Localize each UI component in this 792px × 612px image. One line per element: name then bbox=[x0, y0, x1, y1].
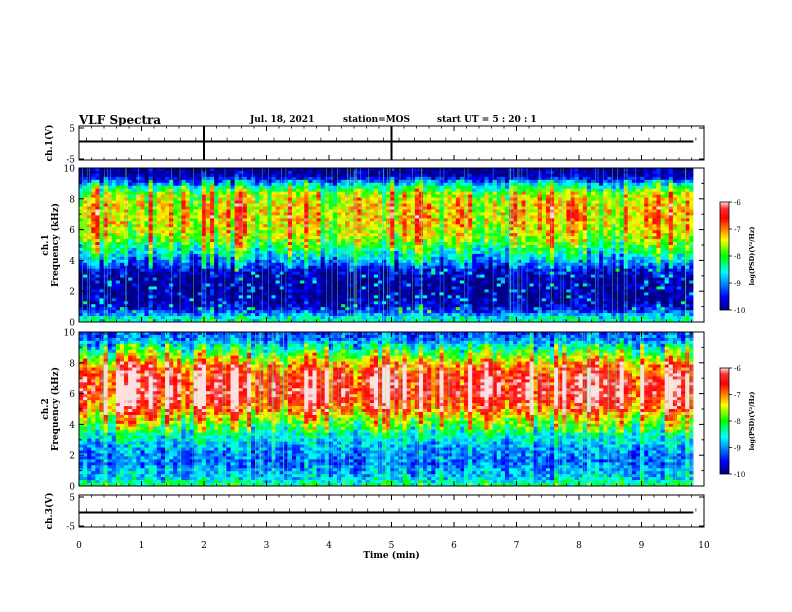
ch1-spectrogram-ytick-label: 8 bbox=[69, 195, 75, 205]
colorbar-tick-label: -9 bbox=[734, 280, 741, 288]
ch3-waveform-ytick-label: 5 bbox=[69, 494, 75, 504]
ch1-spectrogram-ytick-label: 10 bbox=[64, 165, 76, 175]
colorbar-tick-label: -8 bbox=[734, 418, 741, 426]
ch1-waveform-ytick-label: 5 bbox=[69, 125, 75, 135]
ch1-spectrogram-ylabel: Frequency (kHz) bbox=[50, 203, 61, 287]
chart-title: VLF Spectra bbox=[79, 113, 162, 127]
ch1-spectrogram-ytick-label: 4 bbox=[69, 257, 75, 267]
ch2-spectrogram-ytick-label: 8 bbox=[69, 359, 75, 369]
ch1-spectrogram-ylabel: ch.1 bbox=[41, 234, 51, 255]
header-station: station=MOS bbox=[343, 115, 411, 125]
colorbar-tick-label: -10 bbox=[734, 307, 745, 315]
ch2-spectrogram-ytick-label: 2 bbox=[69, 452, 75, 462]
xtick-label: 3 bbox=[264, 541, 270, 551]
colorbar-tick-label: -6 bbox=[734, 365, 741, 373]
ch2-spectrogram-ytick-label: 6 bbox=[69, 390, 75, 400]
xtick-label: 4 bbox=[326, 541, 332, 551]
colorbar-tick-label: -7 bbox=[734, 392, 741, 400]
ch2-spectrogram-ytick-label: 4 bbox=[69, 421, 75, 431]
header-start-time: start UT = 5 : 20 : 1 bbox=[437, 115, 537, 125]
spectrogram-ch1 bbox=[79, 168, 704, 323]
xtick-label: 7 bbox=[514, 541, 520, 551]
ch2-spectrogram-ytick-label: 10 bbox=[64, 329, 76, 339]
colorbar-ch2 bbox=[719, 367, 730, 475]
ch2-spectrogram-ylabel: Frequency (kHz) bbox=[50, 367, 61, 451]
spectrogram-ch2 bbox=[79, 332, 704, 487]
xtick-label: 9 bbox=[639, 541, 645, 551]
xtick-label: 0 bbox=[76, 541, 82, 551]
xtick-label: 2 bbox=[201, 541, 207, 551]
colorbar-tick-label: -9 bbox=[734, 445, 741, 453]
ch3-waveform-ylabel: ch.3(V) bbox=[44, 493, 55, 530]
ch1-spectrogram-ytick-label: 0 bbox=[69, 319, 75, 329]
xtick-label: 5 bbox=[389, 541, 395, 551]
ch1-spectrogram-ytick-label: 6 bbox=[69, 226, 75, 236]
header-date: Jul. 18, 2021 bbox=[250, 115, 315, 125]
ch3-waveform-ytick-label: -5 bbox=[66, 523, 75, 533]
ch1-spectrogram-ytick-label: 2 bbox=[69, 288, 75, 298]
colorbar-tick-label: -6 bbox=[734, 199, 741, 207]
colorbar-tick-label: -10 bbox=[734, 471, 745, 479]
colorbar-ch1 bbox=[719, 201, 730, 311]
colorbar-label: log(PSD)(V²/Hz) bbox=[748, 227, 756, 286]
ch2-spectrogram-ytick-label: 0 bbox=[69, 483, 75, 493]
colorbar-tick-label: -8 bbox=[734, 253, 741, 261]
x-axis-label: Time (min) bbox=[363, 550, 420, 561]
xtick-label: 6 bbox=[451, 541, 457, 551]
ch2-spectrogram-ylabel: ch.2 bbox=[41, 398, 51, 419]
xtick-label: 1 bbox=[139, 541, 145, 551]
ch1-waveform-ytick-label: -5 bbox=[66, 156, 75, 166]
xtick-label: 8 bbox=[576, 541, 582, 551]
xtick-label: 10 bbox=[698, 541, 710, 551]
colorbar-tick-label: -7 bbox=[734, 226, 741, 234]
colorbar-label: log(PSD)(V²/Hz) bbox=[748, 392, 756, 451]
ch1-waveform-ylabel: ch.1(V) bbox=[44, 125, 55, 162]
